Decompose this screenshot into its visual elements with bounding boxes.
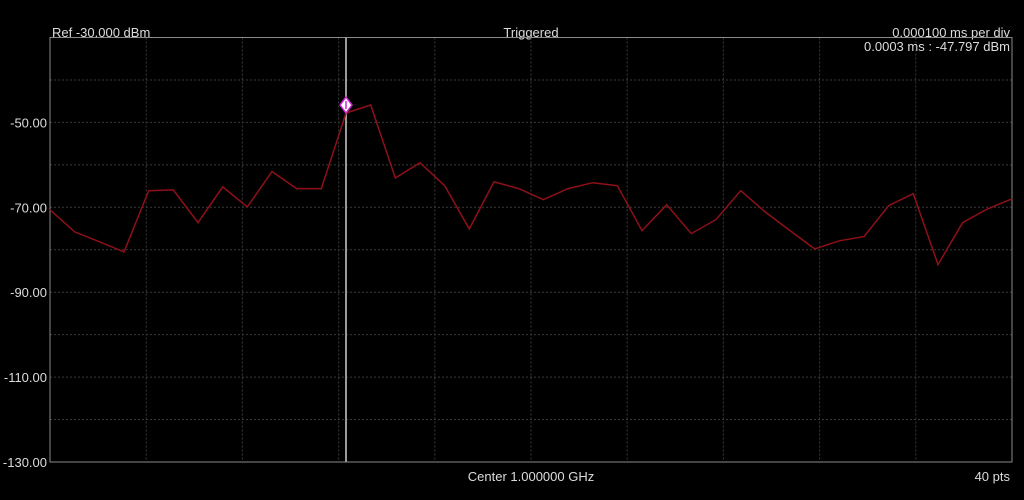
y-tick-label: -90.00 — [10, 285, 47, 300]
marker-readout: 0.0003 ms : -47.797 dBm — [864, 39, 1010, 54]
scale-label: 0.000100 ms per div — [892, 25, 1010, 40]
y-tick-label: -50.00 — [10, 115, 47, 130]
trace — [49, 104, 1013, 267]
reference-label: Ref -30.000 dBm — [52, 25, 150, 40]
plot-frame — [49, 37, 1013, 463]
status: Triggered — [503, 25, 558, 40]
y-tick-label: -130.00 — [3, 455, 47, 470]
points-label: 40 pts — [975, 469, 1011, 484]
y-tick-label: -70.00 — [10, 200, 47, 215]
y-tick-label: -110.00 — [4, 370, 47, 385]
center-label: Center 1.000000 GHz — [468, 469, 594, 484]
